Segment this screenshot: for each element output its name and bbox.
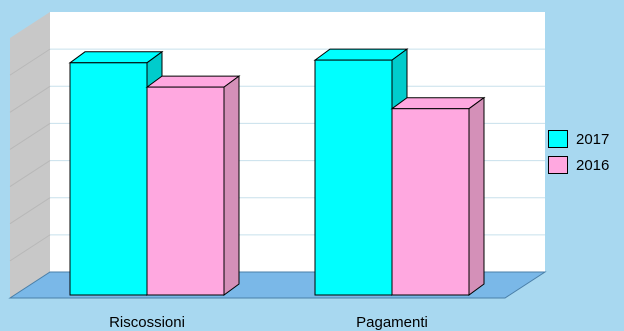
bar-side-2016-Riscossioni <box>223 75 240 296</box>
bar-top-2017-Pagamenti <box>313 48 409 61</box>
category-label-Riscossioni: Riscossioni <box>109 314 185 331</box>
legend-swatch-2017 <box>548 130 568 148</box>
legend-label-2017: 2017 <box>576 130 610 148</box>
gridline-side <box>9 48 51 76</box>
bar-top-2016-Riscossioni <box>145 75 241 88</box>
legend-item-2016: 2016 <box>548 155 609 175</box>
gridline-side <box>9 85 51 113</box>
gridline-side <box>9 123 51 150</box>
bar-top-2017-Riscossioni <box>68 51 164 64</box>
gridline-side <box>9 234 51 262</box>
gridline-side <box>9 197 51 225</box>
legend: 2017 2016 <box>548 129 609 181</box>
bar-2016-Riscossioni <box>146 86 225 296</box>
plot-side-wall <box>10 12 50 298</box>
bar-2016-Pagamenti <box>391 108 470 296</box>
legend-swatch-2016 <box>548 156 568 174</box>
category-label-Pagamenti: Pagamenti <box>356 314 428 331</box>
legend-label-2016: 2016 <box>576 156 610 174</box>
gridline-side <box>9 160 51 187</box>
bar-side-2016-Pagamenti <box>468 96 485 296</box>
bar-2017-Pagamenti <box>314 59 393 296</box>
bar-top-2016-Pagamenti <box>390 97 486 110</box>
legend-item-2017: 2017 <box>548 129 609 149</box>
bar-2017-Riscossioni <box>69 62 148 296</box>
